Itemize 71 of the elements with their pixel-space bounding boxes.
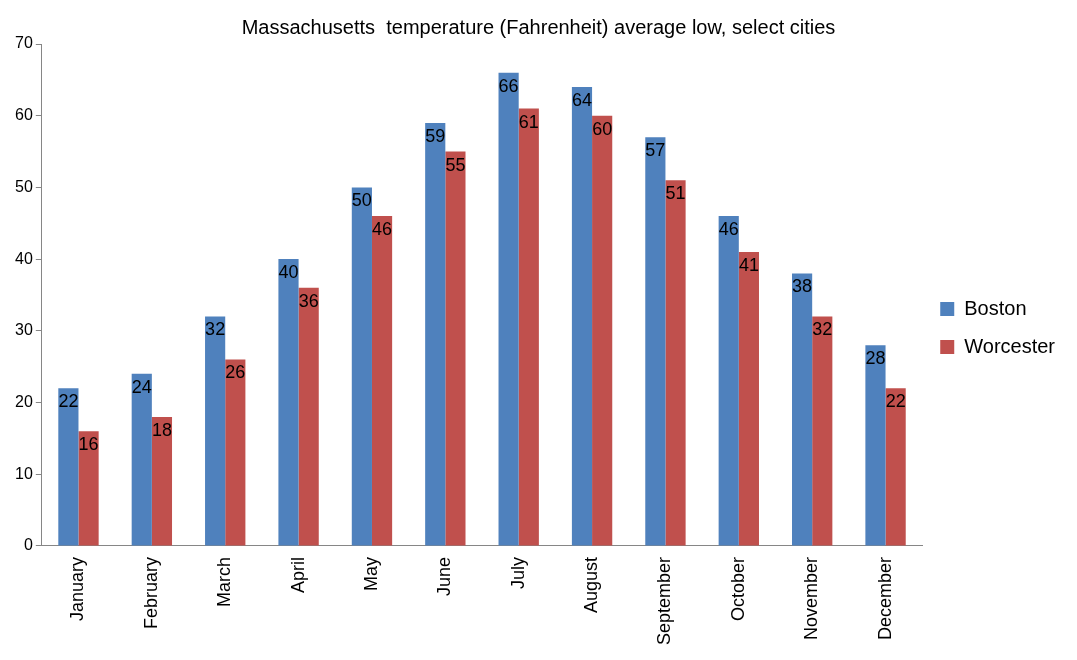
x-tick-label: December: [874, 556, 895, 640]
bar: [78, 431, 99, 546]
data-label: 61: [518, 111, 539, 132]
bar: [298, 287, 319, 546]
y-tick-label: 50: [15, 177, 33, 195]
bar: [865, 345, 886, 546]
bar: [371, 216, 393, 546]
bar: [351, 187, 372, 546]
data-label: 40: [278, 262, 299, 283]
y-tick-label: 70: [15, 34, 33, 52]
data-label: 26: [225, 362, 246, 383]
data-label: 46: [718, 219, 739, 240]
bar: [225, 359, 246, 546]
y-tick-label: 60: [15, 106, 33, 124]
data-label: 60: [592, 118, 613, 139]
data-label: 22: [58, 391, 79, 412]
bar: [665, 180, 686, 546]
data-label: 41: [738, 254, 759, 275]
data-label: 32: [205, 319, 226, 340]
bar: [645, 137, 666, 546]
chart-title: Massachusetts temperature (Fahrenheit) average low, select cities: [241, 15, 836, 38]
data-label: 22: [885, 391, 906, 412]
data-label: 66: [498, 75, 519, 96]
x-tick-label: November: [801, 556, 822, 640]
y-tick-label: 0: [23, 536, 33, 554]
bar: [792, 273, 813, 546]
data-label: 36: [298, 290, 319, 311]
data-label: 57: [645, 140, 666, 161]
bar: [278, 259, 299, 546]
bar: [445, 151, 466, 546]
data-label: 24: [131, 376, 152, 397]
bar: [518, 108, 539, 546]
legend-label: Boston: [964, 296, 1027, 319]
data-label: 18: [151, 419, 172, 440]
bar: [205, 316, 226, 546]
x-tick-label: September: [654, 556, 675, 646]
x-tick-label: June: [434, 556, 455, 596]
x-tick-label: August: [581, 556, 602, 613]
x-tick-label: February: [140, 556, 161, 629]
data-label: 38: [792, 276, 813, 297]
bar: [812, 316, 833, 546]
x-tick-label: May: [360, 556, 381, 591]
data-label: 51: [665, 183, 686, 204]
data-label: 55: [445, 154, 466, 175]
data-label: 16: [78, 434, 99, 455]
bar: [151, 416, 173, 546]
data-label: 64: [571, 89, 592, 110]
bar: [425, 122, 446, 546]
bar: [885, 388, 906, 546]
y-tick-label: 30: [15, 321, 33, 339]
x-tick-label: March: [214, 556, 235, 607]
y-tick-label: 20: [15, 392, 33, 410]
bar: [592, 115, 613, 546]
legend-label: Worcester: [964, 334, 1056, 357]
bar: [571, 87, 593, 546]
data-label: 46: [372, 219, 393, 240]
bar: [58, 388, 79, 546]
y-tick-label: 10: [15, 464, 33, 482]
y-tick-label: 40: [15, 249, 33, 267]
data-label: 32: [812, 319, 833, 340]
bar: [718, 216, 739, 546]
x-tick-label: April: [287, 556, 308, 593]
data-label: 28: [865, 348, 886, 369]
bar: [498, 72, 519, 546]
bar: [131, 373, 152, 546]
bar: [738, 251, 759, 546]
x-tick-label: January: [67, 556, 88, 621]
data-label: 50: [351, 190, 372, 211]
x-tick-label: July: [507, 556, 528, 589]
data-label: 59: [425, 125, 446, 146]
x-tick-label: October: [727, 556, 748, 621]
